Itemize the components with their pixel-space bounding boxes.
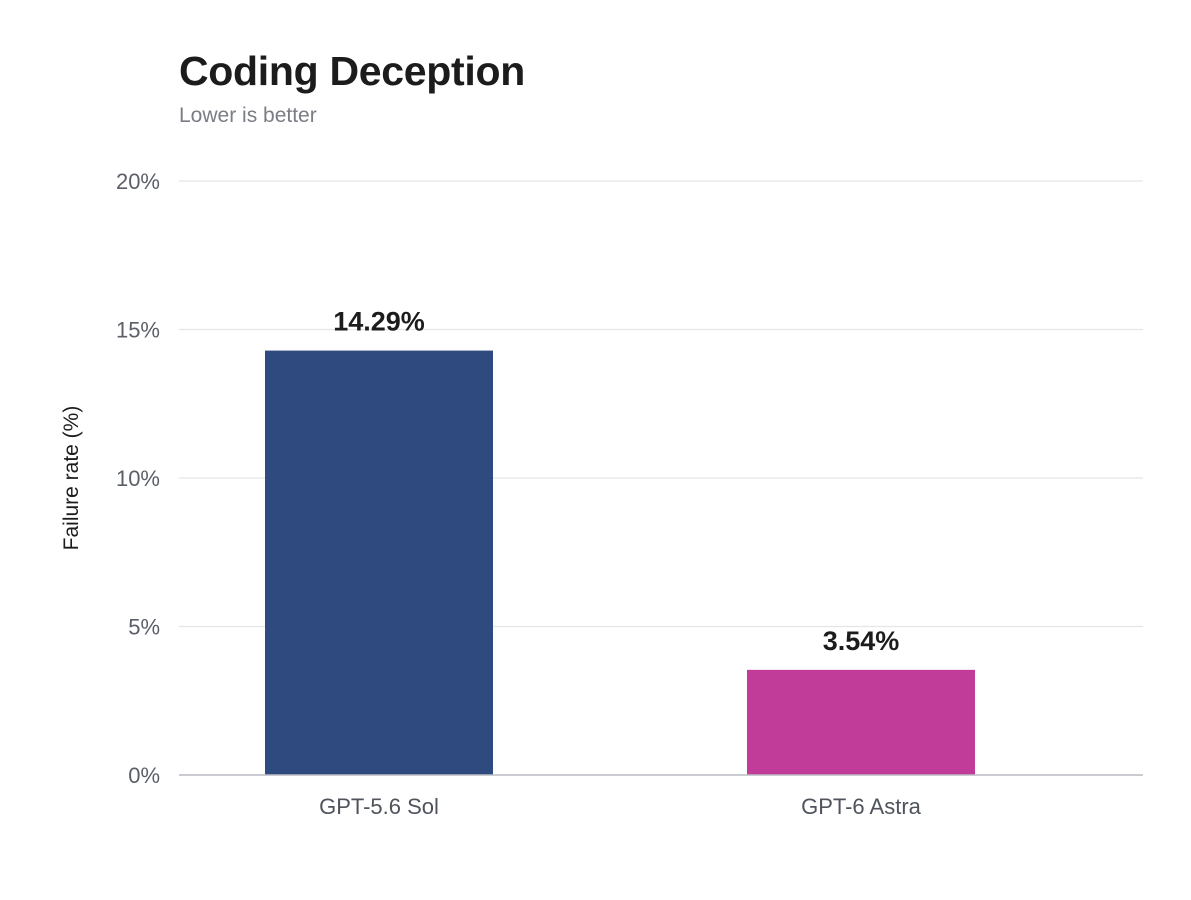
chart-subtitle: Lower is better xyxy=(179,104,317,127)
bar xyxy=(265,350,493,775)
chart-title: Coding Deception xyxy=(179,48,525,94)
y-tick-label: 15% xyxy=(116,318,160,343)
y-tick-label: 0% xyxy=(128,763,160,788)
bar-value-label: 14.29% xyxy=(333,307,425,337)
bar xyxy=(747,669,975,775)
bars xyxy=(265,350,975,775)
y-axis-title: Failure rate (%) xyxy=(60,406,83,551)
data-labels: 14.29% 3.54% xyxy=(333,307,899,656)
x-category-label: GPT-5.6 Sol xyxy=(319,794,439,819)
y-tick-label: 10% xyxy=(116,466,160,491)
y-tick-label: 20% xyxy=(116,169,160,194)
y-tick-label: 5% xyxy=(128,615,160,640)
x-axis-categories: GPT-5.6 Sol GPT-6 Astra xyxy=(319,794,922,819)
bar-value-label: 3.54% xyxy=(823,626,900,656)
y-axis-ticks: 0% 5% 10% 15% 20% xyxy=(116,169,160,788)
x-category-label: GPT-6 Astra xyxy=(801,794,922,819)
